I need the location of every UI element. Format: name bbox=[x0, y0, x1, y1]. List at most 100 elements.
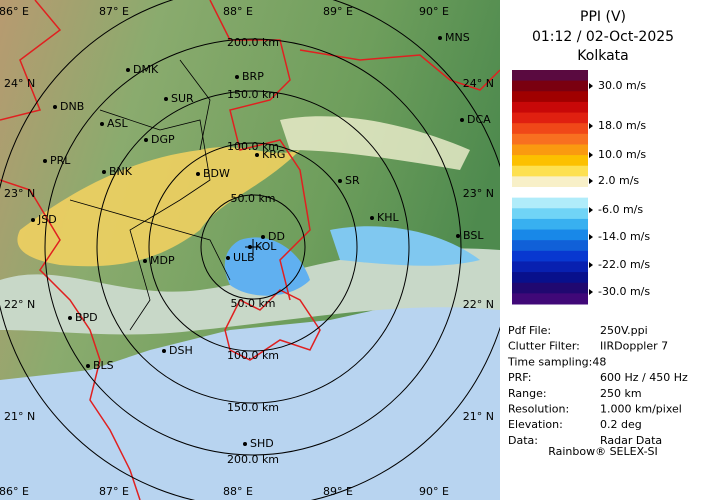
color-swatch bbox=[512, 133, 588, 145]
info-value: 0.2 deg bbox=[600, 418, 642, 431]
lat-label: 22° N bbox=[463, 298, 494, 311]
color-swatch bbox=[512, 250, 588, 262]
city-dot bbox=[370, 216, 374, 220]
info-label: Data: bbox=[508, 434, 538, 447]
city-dot bbox=[43, 159, 47, 163]
color-swatch bbox=[512, 197, 588, 209]
sea-echo bbox=[0, 300, 500, 500]
city-label: KRG bbox=[262, 148, 285, 161]
city-label: DGP bbox=[151, 133, 175, 146]
color-swatch bbox=[512, 112, 588, 124]
city-label: BLS bbox=[93, 359, 114, 372]
city-dot bbox=[255, 153, 259, 157]
pale-echo bbox=[280, 116, 470, 170]
color-swatch bbox=[512, 293, 588, 305]
info-value: 250 km bbox=[600, 387, 642, 400]
ring-label: 200.0 km bbox=[227, 36, 279, 49]
legend-arrow bbox=[589, 83, 593, 89]
color-swatch bbox=[512, 101, 588, 114]
info-label: Range: bbox=[508, 387, 547, 400]
legend-label: -22.0 m/s bbox=[598, 258, 650, 271]
city-dot bbox=[460, 118, 464, 122]
color-swatch bbox=[512, 165, 588, 177]
ring-label: 150.0 km bbox=[227, 401, 279, 414]
city-dot bbox=[126, 68, 130, 72]
lat-label: 21° N bbox=[4, 410, 35, 423]
color-swatch bbox=[512, 261, 588, 273]
yellow-echo bbox=[17, 147, 300, 267]
city-dot bbox=[102, 170, 106, 174]
city-dot bbox=[144, 138, 148, 142]
color-swatch bbox=[512, 208, 588, 220]
lon-label: 90° E bbox=[419, 485, 449, 498]
city-label: MDP bbox=[150, 254, 175, 267]
info-value: 1.000 km/pixel bbox=[600, 403, 682, 416]
city-dot bbox=[261, 235, 265, 239]
info-label: Clutter Filter: bbox=[508, 340, 580, 353]
range-ring bbox=[44, 38, 462, 456]
city-label: SUR bbox=[171, 92, 194, 105]
city-label: SHD bbox=[250, 437, 274, 450]
map: 50.0 km 50.0 km 100.0 km 100.0 km 150.0 km 15… bbox=[0, 0, 500, 500]
city-dot bbox=[438, 36, 442, 40]
legend-arrow bbox=[589, 123, 593, 129]
ring-label: 100.0 km bbox=[227, 349, 279, 362]
city-dot bbox=[248, 245, 252, 249]
ring-label: 150.0 km bbox=[227, 88, 279, 101]
info-value: 600 Hz / 450 Hz bbox=[600, 371, 688, 384]
lat-label: 24° N bbox=[4, 77, 35, 90]
city-label: MNS bbox=[445, 31, 470, 44]
lon-label: 86° E bbox=[0, 5, 29, 18]
city-dot bbox=[196, 172, 200, 176]
lon-label: 87° E bbox=[99, 485, 129, 498]
legend-label: -14.0 m/s bbox=[598, 230, 650, 243]
city-dot bbox=[226, 256, 230, 260]
legend-label: -6.0 m/s bbox=[598, 203, 643, 216]
legend-label: -30.0 m/s bbox=[598, 285, 650, 298]
range-rings bbox=[0, 0, 500, 500]
station: Kolkata bbox=[577, 48, 628, 64]
legend-arrow bbox=[589, 289, 593, 295]
lon-label: 88° E bbox=[223, 5, 253, 18]
info-label: Time sampling:48 bbox=[507, 355, 606, 368]
city-label: ULB bbox=[233, 251, 255, 264]
range-ring bbox=[148, 142, 358, 352]
color-swatch bbox=[512, 176, 588, 188]
footer: Rainbow® SELEX-SI bbox=[548, 445, 658, 458]
color-swatch bbox=[512, 155, 588, 167]
city-label: BDW bbox=[203, 167, 230, 180]
city-label: KOL bbox=[255, 240, 277, 253]
ring-label: 50.0 km bbox=[230, 192, 275, 205]
districts bbox=[69, 59, 231, 331]
borders bbox=[0, 0, 500, 500]
color-swatch bbox=[512, 123, 588, 135]
range-ring bbox=[200, 194, 306, 300]
city-dot bbox=[162, 349, 166, 353]
city-label: BNK bbox=[109, 165, 133, 178]
lat-label: 23° N bbox=[463, 187, 494, 200]
city-label: SR bbox=[345, 174, 360, 187]
color-swatch bbox=[512, 229, 588, 241]
city-dot bbox=[164, 97, 168, 101]
city-label: BSL bbox=[463, 229, 484, 242]
color-swatch bbox=[512, 187, 588, 199]
city-label: DSH bbox=[169, 344, 193, 357]
city-label: DMK bbox=[133, 63, 159, 76]
city-dot bbox=[86, 364, 90, 368]
legend-arrow bbox=[589, 152, 593, 158]
color-swatch bbox=[512, 272, 588, 284]
legend-arrow bbox=[589, 262, 593, 268]
city-dot bbox=[53, 105, 57, 109]
lat-label: 23° N bbox=[4, 187, 35, 200]
info-label: Elevation: bbox=[508, 418, 563, 431]
legend-label: 10.0 m/s bbox=[598, 148, 646, 161]
info-label: Resolution: bbox=[508, 403, 569, 416]
info-label: PRF: bbox=[508, 371, 531, 384]
city-dot bbox=[143, 259, 147, 263]
city-label: KHL bbox=[377, 211, 399, 224]
legend-label: 30.0 m/s bbox=[598, 79, 646, 92]
title: PPI (V) bbox=[580, 9, 626, 25]
ring-label: 50.0 km bbox=[230, 297, 275, 310]
